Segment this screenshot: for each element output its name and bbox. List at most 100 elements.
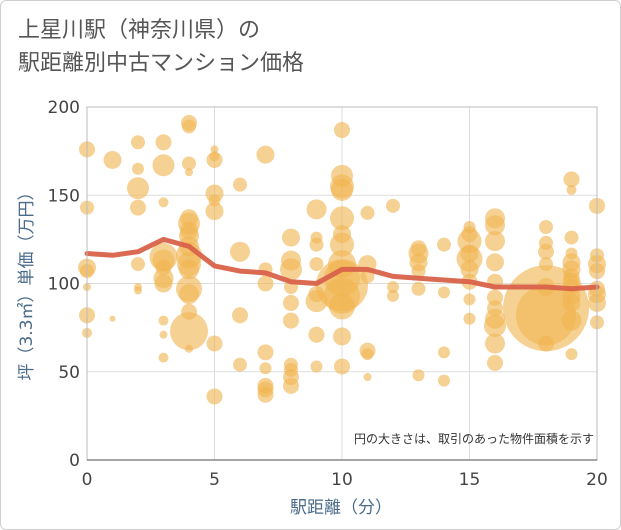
data-point bbox=[485, 231, 505, 252]
trend-line-series bbox=[84, 236, 600, 292]
data-point bbox=[131, 135, 145, 150]
data-point bbox=[282, 228, 300, 247]
data-point bbox=[283, 377, 299, 394]
y-tick-labels: 0 50 100 150 200 bbox=[48, 98, 80, 471]
data-point bbox=[179, 259, 199, 280]
data-point bbox=[131, 257, 145, 272]
x-tick-label: 15 bbox=[459, 470, 481, 490]
x-tick-label: 20 bbox=[586, 470, 608, 490]
data-point bbox=[484, 314, 506, 337]
data-point bbox=[463, 293, 476, 306]
x-axis-label: 駅距離（分） bbox=[290, 498, 392, 518]
data-point bbox=[158, 352, 169, 363]
data-point bbox=[487, 354, 503, 371]
trend-line bbox=[84, 236, 600, 292]
x-tick-labels: 0 5 10 15 20 bbox=[82, 470, 608, 490]
data-point bbox=[463, 312, 476, 325]
data-point bbox=[130, 199, 146, 216]
data-point bbox=[563, 171, 580, 188]
data-point bbox=[310, 360, 323, 373]
data-point bbox=[330, 206, 354, 231]
data-point bbox=[159, 330, 168, 339]
data-point bbox=[257, 386, 274, 403]
data-point bbox=[230, 241, 250, 262]
data-point bbox=[134, 286, 142, 295]
data-point bbox=[387, 289, 399, 302]
data-point bbox=[206, 335, 223, 352]
data-point bbox=[185, 168, 193, 177]
data-point bbox=[564, 230, 579, 245]
data-point bbox=[132, 162, 144, 175]
data-point bbox=[155, 134, 172, 151]
data-point bbox=[233, 357, 247, 372]
data-point bbox=[185, 344, 193, 353]
data-point bbox=[205, 202, 224, 221]
data-point bbox=[158, 315, 169, 326]
data-point bbox=[485, 333, 505, 354]
data-point bbox=[210, 145, 219, 154]
data-point bbox=[485, 215, 505, 236]
data-point bbox=[309, 257, 324, 272]
data-point bbox=[257, 344, 274, 361]
plot-frame bbox=[86, 106, 598, 461]
data-point bbox=[412, 369, 425, 382]
data-point bbox=[152, 154, 175, 177]
data-point bbox=[283, 312, 299, 329]
chart-title-line-2: 駅距離別中古マンション価格 bbox=[18, 51, 305, 76]
data-point bbox=[361, 348, 374, 361]
data-point bbox=[154, 274, 173, 293]
data-point bbox=[331, 178, 353, 201]
y-tick-label: 0 bbox=[69, 451, 80, 471]
data-point bbox=[283, 294, 299, 311]
data-point bbox=[411, 281, 426, 296]
data-point bbox=[438, 346, 450, 359]
y-axis-label: 坪（3.3㎡）単価（万円） bbox=[17, 183, 37, 380]
data-point bbox=[256, 145, 275, 164]
data-point bbox=[387, 281, 399, 294]
data-point bbox=[438, 286, 450, 299]
y-tick-label: 200 bbox=[48, 98, 80, 118]
data-point bbox=[182, 156, 196, 171]
data-point bbox=[566, 184, 577, 195]
data-point bbox=[334, 121, 350, 138]
data-point bbox=[206, 388, 223, 405]
data-point bbox=[233, 177, 247, 192]
data-point bbox=[333, 327, 351, 346]
data-point bbox=[561, 310, 582, 331]
data-point bbox=[438, 374, 450, 387]
data-point bbox=[562, 293, 581, 312]
data-point bbox=[306, 199, 327, 220]
data-point bbox=[308, 326, 325, 343]
data-point bbox=[538, 335, 554, 352]
x-tick-label: 0 bbox=[82, 470, 93, 490]
data-point bbox=[330, 232, 354, 257]
data-point bbox=[179, 284, 199, 305]
data-point bbox=[103, 150, 122, 169]
bubble-size-note: 円の大きさは、取引のあった物件面積を示す bbox=[354, 431, 594, 446]
data-point bbox=[538, 243, 554, 260]
data-point bbox=[437, 237, 451, 252]
data-point bbox=[460, 260, 479, 279]
chart-title-line-1: 上星川駅（神奈川県）の bbox=[18, 18, 261, 43]
data-point bbox=[109, 315, 116, 322]
data-point bbox=[232, 307, 248, 324]
data-point bbox=[516, 285, 576, 346]
x-tick-label: 5 bbox=[209, 470, 220, 490]
x-tick-label: 10 bbox=[331, 470, 353, 490]
data-point bbox=[182, 119, 196, 134]
data-point bbox=[257, 275, 274, 292]
data-point bbox=[259, 362, 272, 375]
data-point bbox=[363, 373, 372, 382]
data-point bbox=[539, 220, 553, 235]
data-point bbox=[486, 253, 504, 272]
chart-title: 上星川駅（神奈川県）の 駅距離別中古マンション価格 bbox=[18, 14, 304, 80]
data-point bbox=[158, 197, 169, 208]
y-tick-label: 50 bbox=[58, 363, 80, 383]
data-point bbox=[206, 151, 223, 168]
data-point bbox=[334, 358, 350, 375]
data-point bbox=[411, 264, 426, 279]
data-point bbox=[280, 258, 302, 281]
data-point bbox=[309, 237, 324, 252]
data-point bbox=[386, 198, 400, 213]
